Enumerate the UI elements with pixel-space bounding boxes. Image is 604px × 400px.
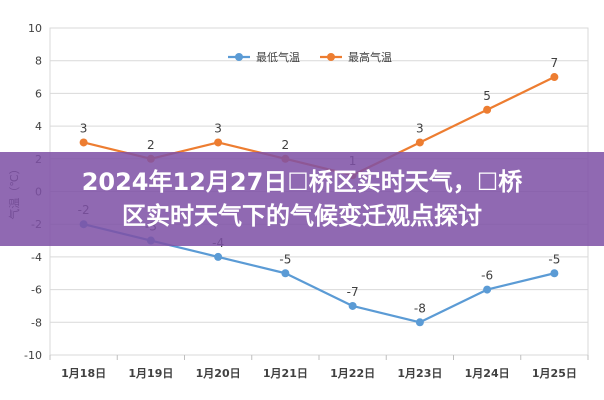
legend-marker [327,53,335,61]
data-label: 3 [416,121,424,135]
data-label: -5 [548,252,560,266]
y-tick-label: 6 [35,87,42,100]
banner-line-1: 2024年12月27日☐桥区实时天气，☐桥 [81,168,523,196]
data-label: -6 [481,269,493,283]
data-label: -7 [347,285,359,299]
data-point [415,138,424,147]
data-label: 3 [80,121,88,135]
y-tick-label: 4 [35,120,42,133]
y-tick-label: 8 [35,55,42,68]
x-tick-label: 1月19日 [128,367,173,380]
data-point [550,73,559,82]
y-tick-label: -4 [31,251,42,264]
data-label: -8 [414,301,426,315]
y-tick-label: -6 [31,284,42,297]
data-label: 2 [282,138,290,152]
y-tick-label: 10 [28,22,42,35]
data-point [550,269,559,278]
x-tick-label: 1月18日 [61,367,106,380]
y-tick-label: -10 [24,349,42,362]
data-label: 3 [214,121,222,135]
banner-line-2: 区实时天气下的气候变迁观点探讨 [122,202,482,230]
data-label: 2 [147,138,155,152]
x-tick-label: 1月25日 [532,367,577,380]
legend-marker [235,53,243,61]
data-point [214,252,223,261]
y-tick-label: -8 [31,316,42,329]
data-point [415,318,424,327]
data-point [348,301,357,310]
data-label: -5 [279,252,291,266]
x-tick-label: 1月22日 [330,367,375,380]
x-tick-label: 1月21日 [263,367,308,380]
data-point [483,285,492,294]
legend-label: 最高气温 [348,50,392,64]
x-tick-label: 1月24日 [465,367,510,380]
data-point [214,138,223,147]
x-tick-label: 1月23日 [397,367,442,380]
data-point [79,138,88,147]
data-point [483,105,492,114]
data-label: 5 [483,89,491,103]
data-point [281,269,290,278]
legend-label: 最低气温 [256,50,300,64]
x-tick-label: 1月20日 [196,367,241,380]
data-label: 7 [551,56,559,70]
title-banner: 2024年12月27日☐桥区实时天气，☐桥 区实时天气下的气候变迁观点探讨 [0,152,604,246]
